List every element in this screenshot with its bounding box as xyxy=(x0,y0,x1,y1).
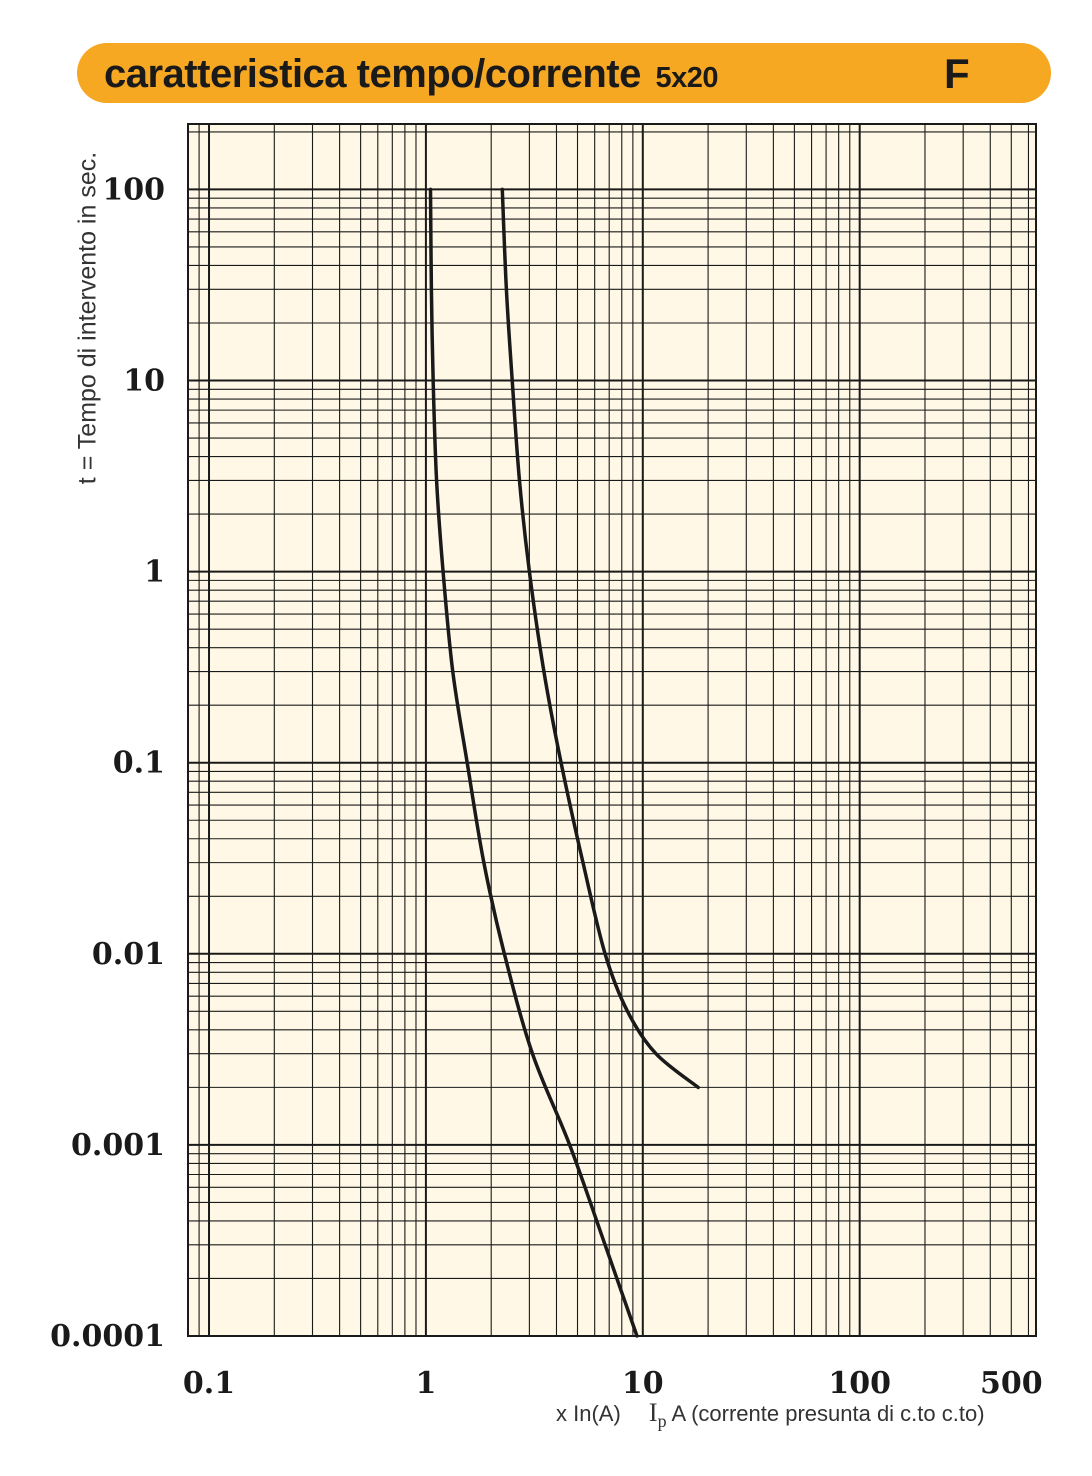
plot-frame xyxy=(187,123,1037,1337)
y-tick-label: 100 xyxy=(102,172,165,207)
grid xyxy=(187,124,1036,1337)
x-axis-label-symbol: Ip xyxy=(648,1398,667,1431)
chart-title-subtitle: 5x20 xyxy=(655,62,718,94)
curves xyxy=(428,187,700,1338)
curve-min xyxy=(428,187,639,1338)
x-axis-label-prefix: x In(A) xyxy=(556,1401,621,1426)
y-tick-label: 0.0001 xyxy=(50,1319,165,1354)
y-tick-label: 0.1 xyxy=(113,746,165,781)
chart-title-main: caratteristica tempo/corrente xyxy=(104,52,641,96)
fuse-type-code: F xyxy=(944,50,970,97)
x-axis-label: x In(A) Ip A (corrente presunta di c.to … xyxy=(556,1398,985,1432)
x-tick-label: 0.1 xyxy=(183,1366,235,1401)
chart-title: caratteristica tempo/corrente 5x20 xyxy=(104,52,718,97)
x-axis-label-rest: A (corrente presunta di c.to c.to) xyxy=(671,1401,985,1426)
x-tick-label: 500 xyxy=(980,1366,1043,1401)
y-tick-label: 0.001 xyxy=(71,1128,165,1163)
x-tick-label: 1 xyxy=(415,1366,436,1401)
title-bar xyxy=(77,43,1051,103)
x-tick-label: 10 xyxy=(622,1366,664,1401)
y-tick-label: 10 xyxy=(123,364,165,399)
x-tick-label: 100 xyxy=(828,1366,891,1401)
x-axis-symbol-i: I xyxy=(648,1398,658,1427)
curve-max xyxy=(500,187,700,1090)
x-axis-symbol-sub: p xyxy=(657,1411,667,1432)
y-tick-label: 0.01 xyxy=(92,937,165,972)
plot-background xyxy=(188,124,1036,1336)
y-tick-label: 1 xyxy=(144,555,165,590)
ticks: 0.1 1 10 100 500 100 10 1 0.1 0.01 0.001 0.0001 xyxy=(50,172,1042,1401)
